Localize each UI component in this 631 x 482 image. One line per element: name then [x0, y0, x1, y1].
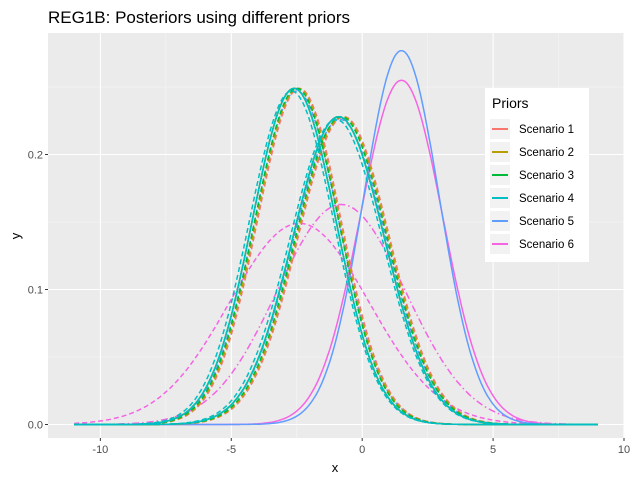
legend-label: Scenario 5: [519, 216, 574, 228]
series-line-scenario-3-2: [74, 87, 598, 426]
legend-label: Scenario 4: [519, 193, 575, 205]
y-tick-label: 0.0: [28, 420, 43, 432]
chart-title: REG1B: Posteriors using different priors: [48, 8, 350, 27]
x-tick-label: 0: [359, 444, 365, 456]
series-line-scenario-2-2: [74, 87, 598, 426]
x-axis-title: x: [332, 460, 339, 475]
series-curves: [74, 49, 598, 426]
legend-label: Scenario 2: [519, 147, 574, 159]
legend-label: Scenario 1: [519, 124, 574, 136]
y-tick-label: 0.2: [28, 150, 43, 162]
x-tick-label: -5: [226, 444, 236, 456]
axis-ticks: -10 -5 0 5 10 0.0 0.1 0.2: [28, 150, 630, 457]
x-tick-label: 5: [490, 444, 496, 456]
legend-items: Scenario 1 Scenario 2 Scenario 3 Scenario 4…: [490, 119, 575, 254]
series-line-scenario-4-4: [74, 118, 598, 426]
series-line-scenario-6-3: [74, 203, 598, 426]
y-tick-label: 0.1: [28, 285, 43, 297]
y-axis-title: y: [8, 232, 23, 239]
legend-label: Scenario 3: [519, 170, 574, 182]
legend-label: Scenario 6: [519, 239, 574, 251]
legend-title: Priors: [492, 95, 529, 111]
x-tick-label: -10: [92, 444, 108, 456]
x-tick-label: 10: [618, 444, 630, 456]
